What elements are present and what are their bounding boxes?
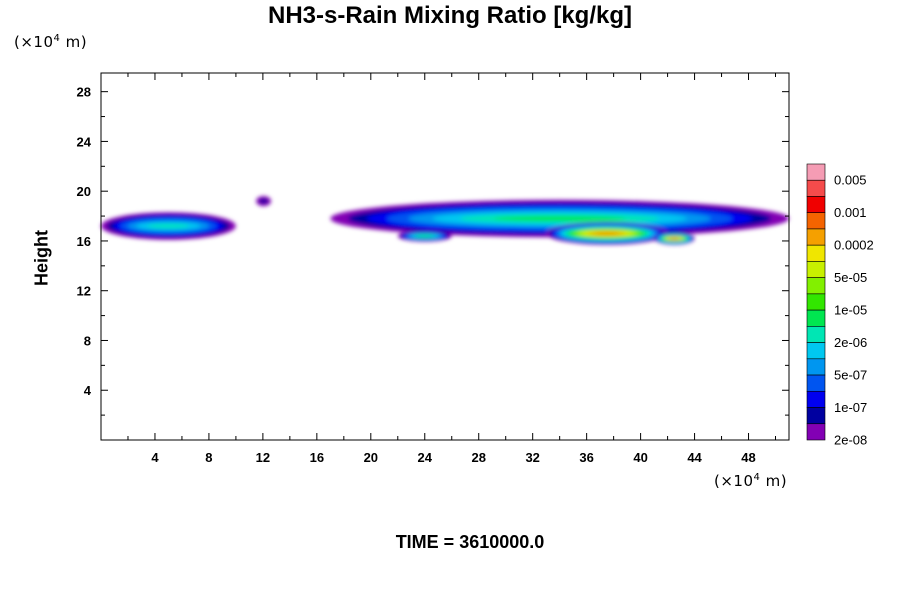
colorbar-swatch: [806, 374, 826, 392]
plot-background: [101, 73, 789, 440]
y-tick-label: 4: [84, 383, 92, 398]
colorbar-label: 1e-05: [834, 303, 867, 318]
colorbar-label: 5e-05: [834, 270, 867, 285]
x-axis-unit: (×104 m): [714, 472, 788, 490]
colorbar-swatch: [806, 212, 826, 230]
colorbar-swatch: [806, 358, 826, 376]
y-tick-label: 20: [77, 184, 91, 199]
x-tick-label: 24: [418, 450, 433, 465]
colorbar-label: 2e-06: [834, 335, 867, 350]
y-tick-label: 28: [77, 85, 91, 100]
colorbar-swatch: [806, 179, 826, 197]
colorbar-swatch: [806, 342, 826, 360]
x-tick-label: 32: [525, 450, 539, 465]
contour-band-5-7: [417, 234, 433, 237]
contour-band-0-6: [147, 224, 190, 228]
colorbar-swatch: [806, 261, 826, 278]
colorbar-label: 0.001: [834, 205, 867, 220]
colorbar-swatch: [806, 423, 826, 441]
colorbar-swatch: [806, 277, 826, 295]
y-axis-unit: (×104 m): [14, 33, 88, 51]
colorbar-label: 2e-08: [834, 433, 867, 448]
colorbar-label: 1e-07: [834, 400, 867, 415]
x-tick-label: 4: [151, 450, 159, 465]
x-tick-label: 8: [205, 450, 212, 465]
contour-band-1-1: [258, 198, 269, 204]
x-tick-label: 36: [579, 450, 593, 465]
x-tick-label: 20: [364, 450, 378, 465]
x-tick-label: 44: [687, 450, 702, 465]
x-tick-label: 28: [471, 450, 485, 465]
plot-area: [100, 73, 789, 440]
chart-title: NH3-s-Rain Mixing Ratio [kg/kg]: [267, 2, 633, 29]
colorbar-swatch: [806, 196, 826, 214]
colorbar-label: 0.0002: [834, 238, 874, 253]
y-tick-label: 24: [77, 134, 92, 149]
contour-fill: [100, 196, 789, 245]
colorbar-label: 0.005: [834, 173, 867, 188]
x-tick-label: 16: [310, 450, 324, 465]
x-tick-label: 12: [256, 450, 270, 465]
colorbar-swatch: [806, 309, 826, 327]
colorbar-swatch: [806, 163, 826, 181]
time-label: TIME = 3610000.0: [395, 532, 545, 552]
x-tick-label: 48: [741, 450, 755, 465]
y-tick-label: 8: [84, 333, 91, 348]
colorbar-swatch: [806, 244, 826, 262]
colorbar-swatch: [806, 407, 826, 425]
plot-frame: [100, 72, 790, 441]
contour-band-2-7: [493, 216, 626, 221]
contour-band-3-13: [594, 232, 620, 235]
colorbar: 0.005 0.001 0.0002 5e-05 1e-05 2e-06 5e-07 1e-0…: [806, 163, 874, 448]
colorbar-swatch: [806, 228, 826, 246]
colorbar-swatch: [806, 293, 826, 311]
colorbar-swatch: [806, 326, 826, 343]
contour-band-4-13: [670, 237, 679, 240]
y-tick-label: 16: [77, 234, 91, 249]
colorbar-label: 5e-07: [834, 368, 867, 383]
colorbar-swatch: [806, 390, 826, 408]
y-tick-label: 12: [77, 284, 91, 299]
x-tick-label: 40: [633, 450, 647, 465]
